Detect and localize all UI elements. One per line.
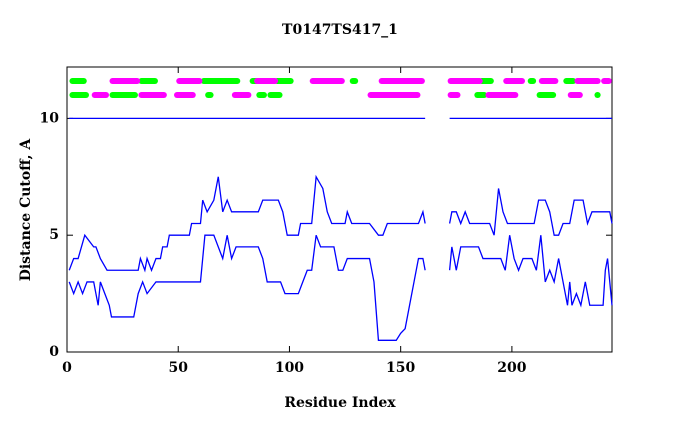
structure-band (109, 78, 141, 85)
y-axis-label: Distance Cutoff, A (18, 138, 34, 282)
structure-band (69, 92, 90, 99)
structure-band (594, 92, 601, 99)
structure-band (254, 78, 279, 85)
structure-band (256, 92, 267, 99)
structure-band (309, 78, 345, 85)
structure-band (601, 78, 612, 85)
structure-band (349, 78, 359, 85)
x-tick-label: 150 (386, 360, 415, 376)
structure-band (378, 78, 425, 85)
structure-band (267, 92, 283, 99)
structure-band (274, 78, 294, 85)
structure-band (91, 92, 110, 99)
y-tick-label: 5 (49, 227, 59, 243)
structure-band (447, 78, 483, 85)
structure-band (367, 92, 421, 99)
data-line (68, 174, 613, 273)
structure-band (174, 92, 196, 99)
structure-band (69, 78, 87, 85)
data-line (68, 234, 613, 341)
structure-band (138, 92, 167, 99)
structure-band (536, 92, 557, 99)
structure-band (567, 92, 583, 99)
structure-band (200, 78, 241, 85)
structure-band (138, 78, 158, 85)
structure-band (205, 92, 214, 99)
structure-band (109, 92, 138, 99)
x-tick-label: 100 (275, 360, 304, 376)
structure-band (538, 78, 559, 85)
structure-band (574, 78, 601, 85)
structure-band (503, 78, 526, 85)
y-tick-label: 0 (49, 344, 59, 360)
x-tick-label: 50 (168, 360, 188, 376)
plot-frame (66, 66, 613, 353)
x-tick-label: 0 (62, 360, 72, 376)
x-tick-label: 200 (497, 360, 526, 376)
structure-band (176, 78, 203, 85)
x-axis-label: Residue Index (284, 395, 396, 411)
structure-band (447, 92, 461, 99)
structure-band (231, 92, 252, 99)
structure-band (563, 78, 577, 85)
y-tick-label: 10 (40, 110, 60, 126)
structure-band (485, 92, 519, 99)
structure-band (474, 92, 488, 99)
structure-band (527, 78, 537, 85)
structure-band (478, 78, 494, 85)
chart-title: T0147TS417_1 (282, 22, 398, 38)
